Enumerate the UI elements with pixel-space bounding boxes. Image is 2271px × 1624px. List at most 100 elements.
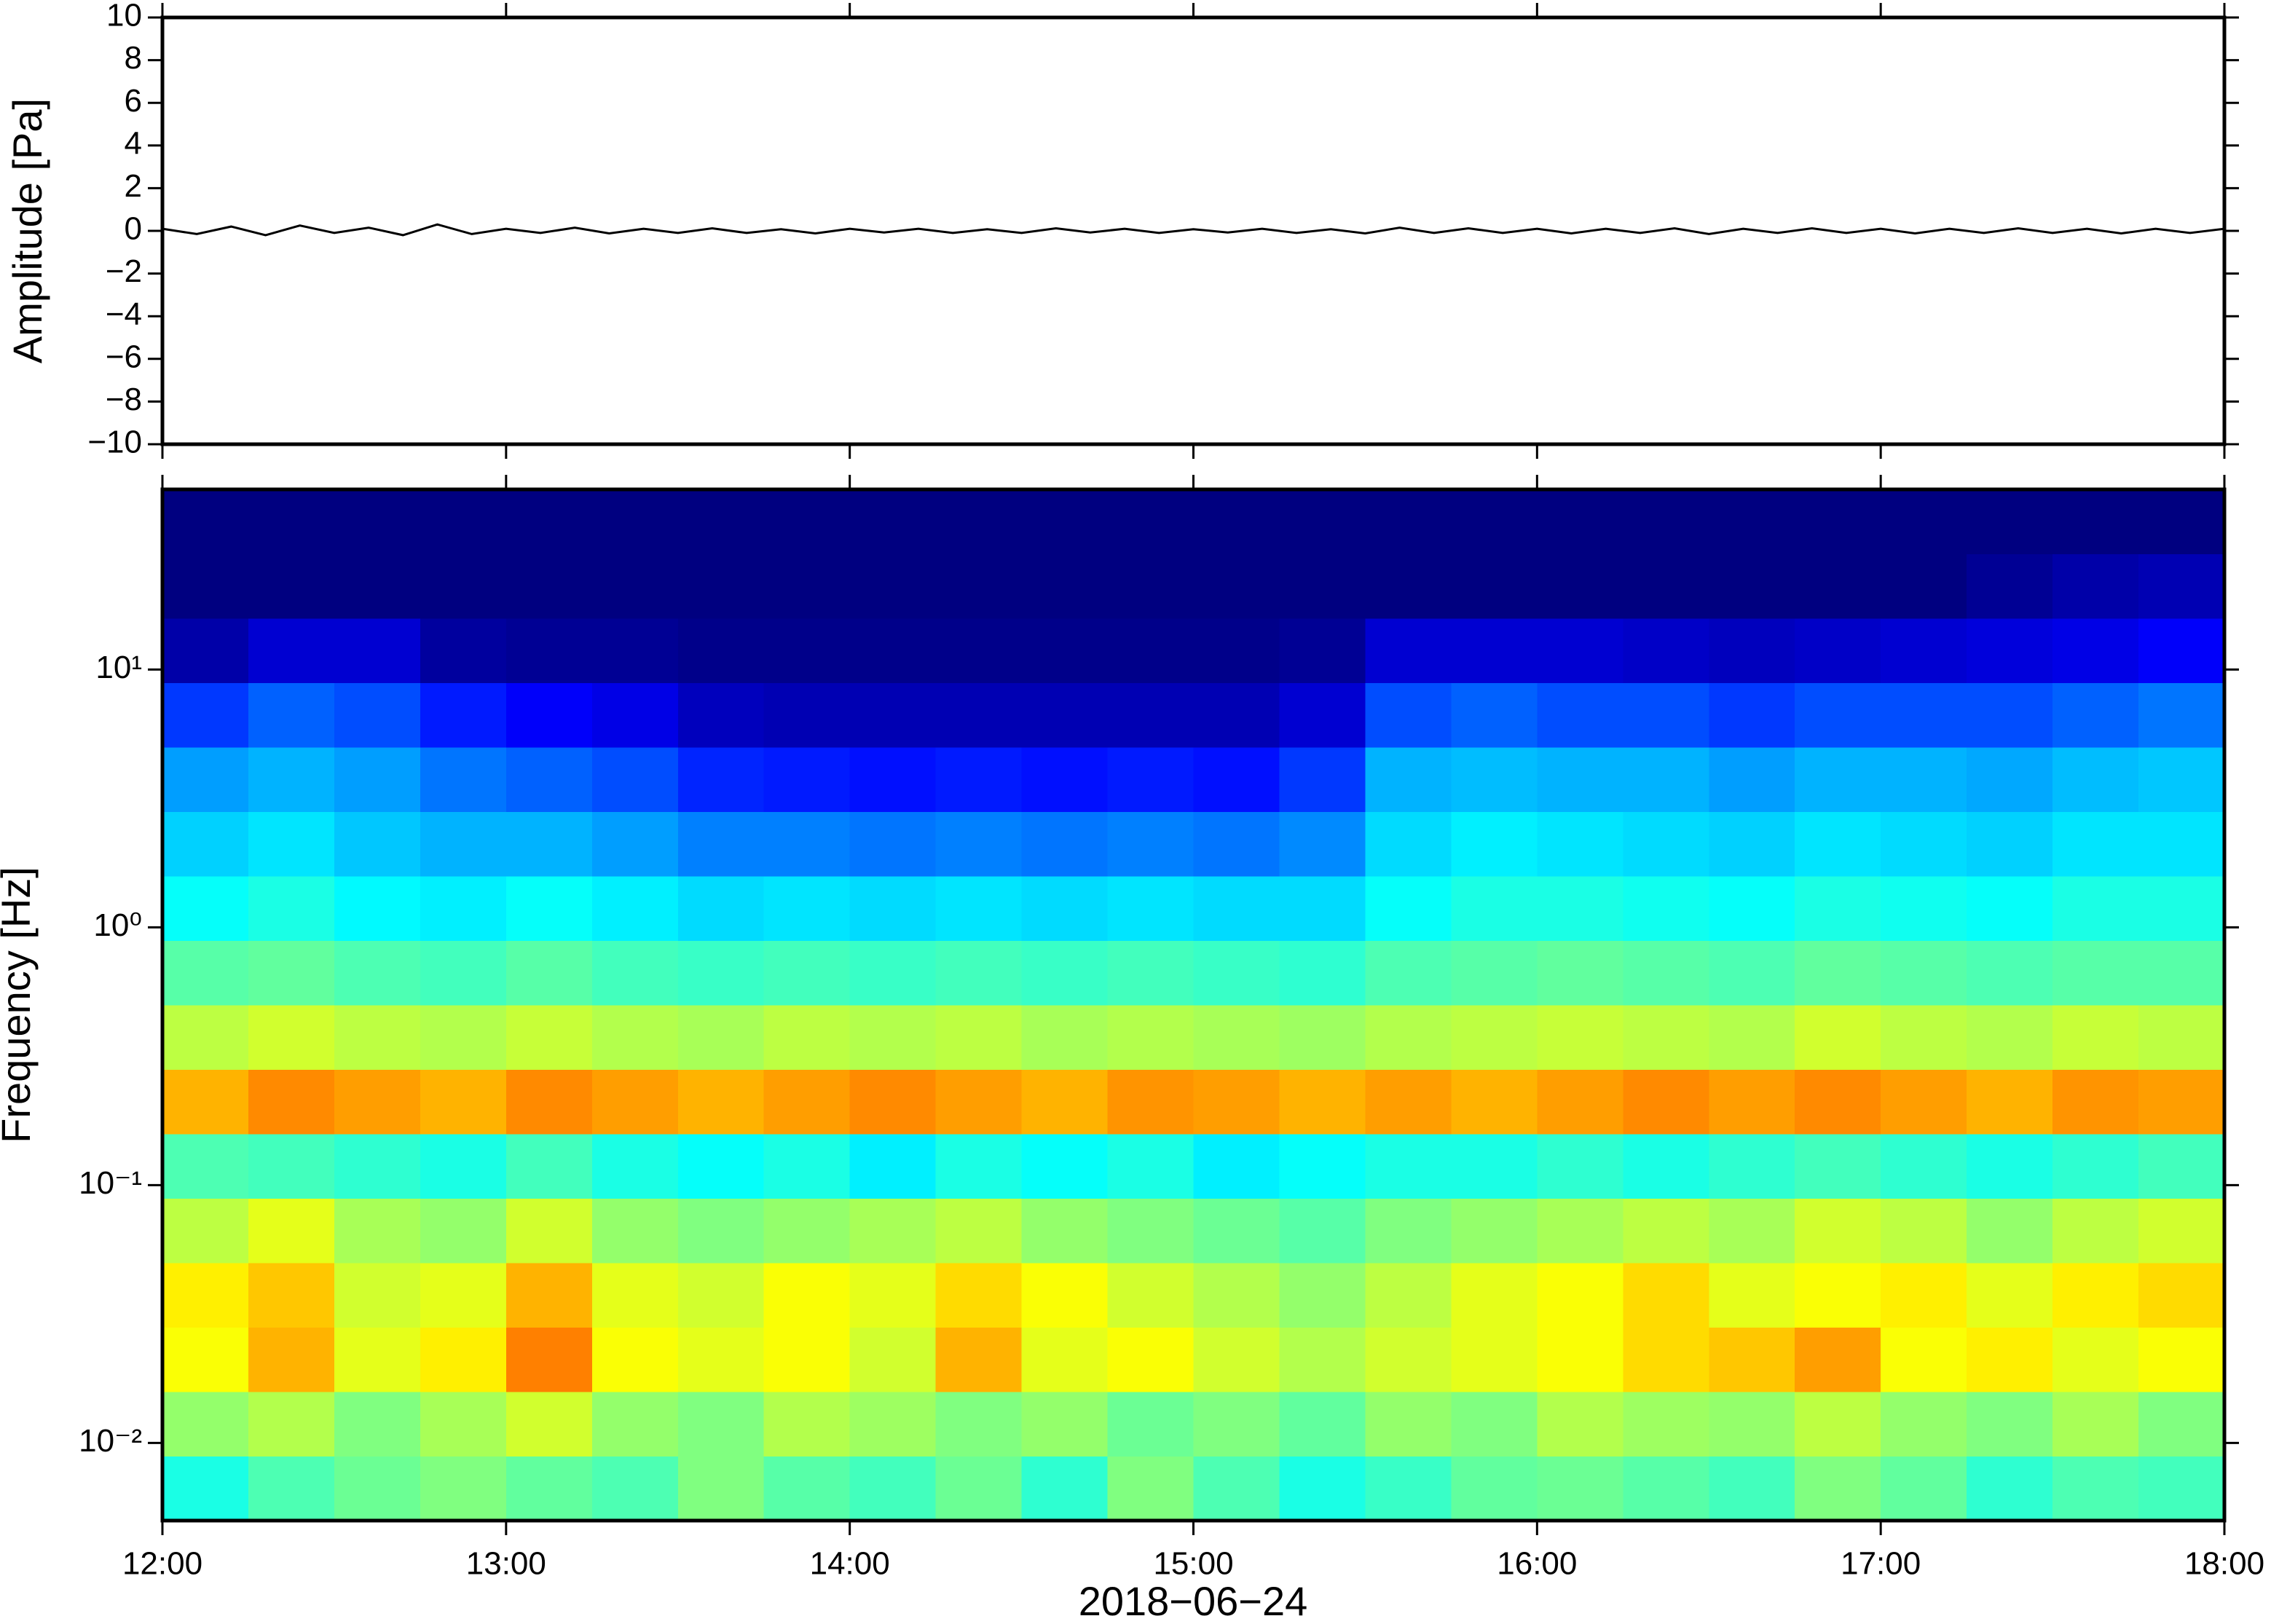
spectrogram-cell [849,1456,937,1521]
spectrogram-cell [1193,1198,1280,1264]
spectrogram-cell [849,1263,937,1328]
spectrogram-cell [2138,1069,2225,1135]
spectrogram-cell [1709,1069,1795,1135]
spectrogram-cell [849,618,937,684]
spectrogram-cell [1795,940,1881,1006]
spectrogram-cell [1881,1069,1967,1135]
spectrogram-cell [1451,1069,1538,1135]
spectrogram-cell [935,811,1023,877]
spectrogram-cell [1021,1005,1109,1071]
spectrogram-cell [2052,1263,2139,1328]
spectrogram-cell [1279,1069,1366,1135]
spectrogram-cell [1709,553,1795,619]
spectrogram-cell [1021,747,1109,813]
spectrogram-cell [849,811,937,877]
spectrogram-cell [763,747,851,813]
spectrogram-cell [2052,1134,2139,1199]
spectrogram-cell [1279,1198,1366,1264]
spectrogram-cell [1795,1392,1881,1457]
spectrogram-cell [1881,489,1967,555]
spectrogram-cell [763,1456,851,1521]
spectrogram-cell [591,1392,679,1457]
spectrogram-cell [1709,1392,1795,1457]
spectrogram-cell [420,747,507,813]
spectrogram-cell [849,747,937,813]
spectrogram-cell [2138,1263,2225,1328]
spectrogram-cell [1279,1327,1366,1392]
spectrogram-cell [591,1069,679,1135]
spectrogram-cell [248,489,335,555]
spectrogram-cell [591,1456,679,1521]
spectrogram-cell [935,1005,1023,1071]
spectrogram-cell [1193,618,1280,684]
spectrogram-cell [1709,940,1795,1006]
spectrogram-cell [505,618,593,684]
spectrogram-cell [1795,489,1881,555]
spectrogram-cell [162,489,249,555]
spectrogram-cell [677,1263,765,1328]
spectrogram-cell [935,747,1023,813]
spectrogram-cell [1623,489,1709,555]
spectrogram-cell [1537,1327,1623,1392]
spectrogram-cell [1193,489,1280,555]
spectrogram-cell [1107,1392,1194,1457]
spectrogram-cell [1107,618,1194,684]
spectrogram-cell [2138,811,2225,877]
spectrogram-cell [591,553,679,619]
spectrogram-cell [935,1456,1023,1521]
spectrogram-cell [763,618,851,684]
spectrogram-cell [1279,940,1366,1006]
spectrogram-cell [1021,1456,1109,1521]
spectrogram-cell [935,618,1023,684]
spectrogram-cell [162,876,249,942]
spectrogram-cell [1021,682,1109,748]
spectrogram-cell [162,1005,249,1071]
spectrogram-cell [1365,618,1452,684]
spectrogram-cell [1193,747,1280,813]
x-tick-label: 16:00 [1497,1546,1577,1582]
spectrogram-cell [420,1392,507,1457]
spectrogram-cell [420,618,507,684]
spectrogram-cell [420,1327,507,1392]
spectrogram-cell [1365,1327,1452,1392]
plot-frame [160,15,2227,446]
spectrogram-cell [1881,811,1967,877]
y-tick-label: −8 [106,382,142,417]
spectrogram-cell [505,1134,593,1199]
spectrogram-cell [2138,553,2225,619]
spectrogram-cell [1537,1134,1623,1199]
spectrogram-cell [1193,876,1280,942]
spectrogram-cell [591,940,679,1006]
x-tick-label: 15:00 [1153,1546,1233,1582]
spectrogram-cell [1279,618,1366,684]
spectrogram-cell [1365,489,1452,555]
spectrogram-cell [1021,940,1109,1006]
spectrogram-cell [1279,747,1366,813]
spectrogram-cell [935,1134,1023,1199]
spectrogram-cell [2052,811,2139,877]
spectrogram-cell [1021,489,1109,555]
spectrogram-cell [1709,1134,1795,1199]
spectrogram-cell [2138,940,2225,1006]
spectrogram-cell [505,876,593,942]
spectrogram-cell [1365,1134,1452,1199]
spectrogram-cell [677,1456,765,1521]
spectrogram-cell [334,489,421,555]
spectrogram-cell [849,682,937,748]
spectrogram-cell [162,940,249,1006]
spectrogram-cell [677,1069,765,1135]
spectrogram-cell [248,1134,335,1199]
spectrogram-cell [248,747,335,813]
spectrogram-cell [1709,1005,1795,1071]
spectrogram-cell [1193,682,1280,748]
spectrogram-cell [1795,618,1881,684]
spectrogram-cell [2138,1005,2225,1071]
spectrogram-cell [1451,876,1538,942]
y-tick-label: −4 [106,296,142,332]
spectrogram-cell [334,553,421,619]
spectrogram-cell [591,1198,679,1264]
spectrogram-cell [1193,1005,1280,1071]
spectrogram-cell [420,1456,507,1521]
spectrogram-cell [1967,618,2053,684]
spectrogram-cell [248,1263,335,1328]
